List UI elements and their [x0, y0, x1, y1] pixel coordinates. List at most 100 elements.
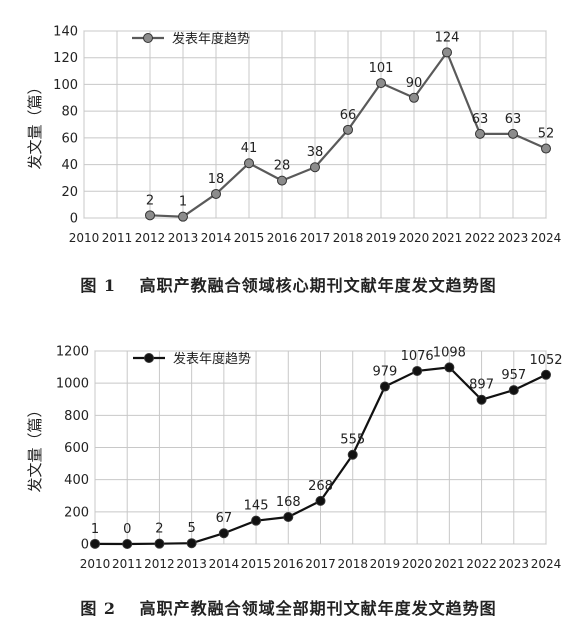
x-tick-label: 2013	[168, 231, 199, 245]
x-tick-label: 2019	[366, 231, 397, 245]
figure-caption-1: 图 1 高职产教融合领域核心期刊文献年度发文趋势图	[80, 276, 497, 295]
data-label: 38	[307, 145, 324, 160]
x-tick-label: 2010	[80, 557, 111, 571]
data-label: 101	[369, 61, 394, 76]
y-tick-label: 1200	[56, 345, 89, 360]
data-label: 1052	[529, 353, 562, 368]
y-tick-label: 40	[61, 158, 78, 173]
x-tick-label: 2023	[498, 231, 529, 245]
x-tick-label: 2016	[267, 231, 298, 245]
data-point	[508, 385, 519, 396]
data-label: 2	[146, 193, 154, 208]
data-point	[409, 92, 419, 103]
data-point	[376, 78, 386, 89]
data-point	[541, 143, 551, 154]
data-label: 124	[435, 30, 460, 45]
data-label: 0	[123, 522, 131, 537]
data-point	[145, 210, 155, 221]
data-label: 52	[538, 127, 555, 142]
x-tick-label: 2017	[305, 557, 336, 571]
legend-label: 发表年度趋势	[173, 351, 251, 367]
data-label: 90	[406, 76, 423, 91]
y-tick-label: 800	[64, 409, 89, 424]
data-point	[211, 188, 221, 199]
y-tick-label: 60	[61, 131, 78, 146]
y-axis-label: 发文量（篇）	[26, 79, 44, 169]
data-point	[315, 495, 326, 506]
y-tick-label: 600	[64, 441, 89, 456]
x-tick-label: 2012	[144, 557, 175, 571]
data-label: 41	[241, 141, 258, 156]
data-label: 18	[208, 172, 225, 187]
data-label: 5	[188, 521, 196, 536]
data-point	[442, 47, 452, 58]
data-point	[154, 538, 165, 549]
y-tick-label: 400	[64, 473, 89, 488]
y-tick-label: 80	[61, 105, 78, 120]
x-tick-label: 2010	[69, 231, 100, 245]
data-point	[476, 394, 487, 405]
x-tick-label: 2014	[201, 231, 232, 245]
x-tick-label: 2024	[531, 557, 562, 571]
x-tick-label: 2023	[499, 557, 530, 571]
x-tick-label: 2011	[102, 231, 133, 245]
data-label: 63	[505, 112, 522, 127]
x-tick-label: 2022	[465, 231, 496, 245]
x-tick-label: 2013	[176, 557, 207, 571]
data-point	[412, 365, 423, 376]
data-point	[277, 175, 287, 186]
data-label: 1	[91, 522, 99, 537]
data-point	[283, 511, 294, 522]
data-label: 2	[155, 522, 163, 537]
x-tick-label: 2022	[466, 557, 497, 571]
y-tick-label: 140	[53, 25, 78, 40]
data-label: 268	[308, 479, 333, 494]
data-point	[541, 369, 551, 380]
data-point	[310, 162, 320, 173]
data-point	[122, 539, 133, 549]
data-point	[347, 449, 358, 460]
x-tick-label: 2020	[402, 557, 433, 571]
data-label: 957	[501, 368, 526, 383]
data-point	[508, 128, 518, 139]
data-point	[90, 538, 100, 549]
data-point	[251, 515, 262, 526]
data-label: 63	[472, 112, 489, 127]
data-point	[444, 362, 455, 373]
legend-label: 发表年度趋势	[172, 31, 250, 47]
data-label: 897	[469, 378, 494, 393]
y-tick-label: 1000	[56, 377, 89, 392]
data-point	[475, 128, 485, 139]
y-tick-label: 120	[53, 51, 78, 66]
data-label: 66	[340, 108, 357, 123]
y-axis-label: 发文量（篇）	[26, 402, 44, 492]
y-tick-label: 100	[53, 78, 78, 93]
data-label: 979	[373, 365, 398, 380]
data-label: 28	[274, 159, 291, 174]
data-point	[186, 538, 197, 549]
y-tick-label: 20	[61, 185, 78, 200]
x-tick-label: 2014	[209, 557, 240, 571]
x-tick-label: 2021	[432, 231, 463, 245]
data-point	[244, 158, 254, 169]
x-tick-label: 2015	[234, 231, 265, 245]
data-label: 555	[340, 433, 365, 448]
x-tick-label: 2017	[300, 231, 331, 245]
x-tick-label: 2024	[531, 231, 562, 245]
x-tick-label: 2016	[273, 557, 304, 571]
data-label: 1	[179, 195, 187, 210]
legend-marker	[143, 33, 153, 43]
data-point	[218, 528, 229, 539]
x-tick-label: 2021	[434, 557, 465, 571]
x-tick-label: 2012	[135, 231, 166, 245]
figure-caption-2: 图 2 高职产教融合领域全部期刊文献年度发文趋势图	[80, 599, 497, 618]
data-point	[343, 124, 353, 135]
x-tick-label: 2018	[333, 231, 364, 245]
data-point	[178, 211, 188, 222]
x-tick-label: 2011	[112, 557, 143, 571]
data-label: 1076	[401, 349, 434, 364]
x-tick-label: 2018	[337, 557, 368, 571]
data-point	[379, 381, 390, 392]
